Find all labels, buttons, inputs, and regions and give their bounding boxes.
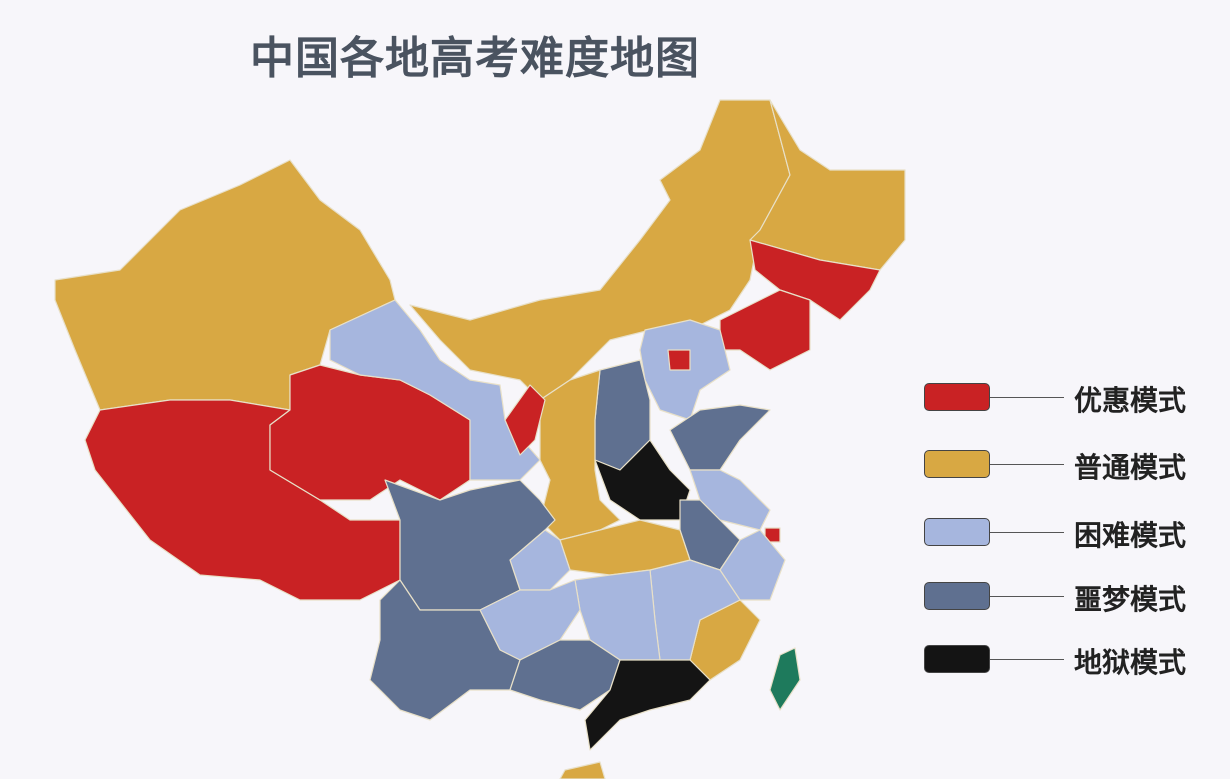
legend-label: 优惠模式 [1074, 384, 1187, 417]
legend-leader-line [990, 659, 1064, 660]
legend-leader-line [990, 464, 1064, 465]
region-jilin [749, 239, 881, 321]
region-taiwan [769, 647, 801, 711]
region-hainan [559, 761, 606, 779]
legend-swatch [924, 450, 990, 478]
region-heilongjiang [749, 99, 906, 271]
legend-item: 困难模式 [924, 518, 1224, 552]
legend-label: 普通模式 [1074, 451, 1187, 484]
legend-item: 优惠模式 [924, 383, 1224, 417]
region-beijing [667, 349, 691, 371]
legend-label: 噩梦模式 [1074, 583, 1187, 616]
map-title: 中国各地高考难度地图 [250, 33, 700, 84]
region-ningxia [504, 384, 546, 456]
legend-label: 困难模式 [1074, 519, 1187, 552]
legend-leader-line [990, 532, 1064, 533]
legend-item: 噩梦模式 [924, 582, 1224, 616]
legend-swatch [924, 518, 990, 546]
legend-leader-line [990, 397, 1064, 398]
legend-item: 普通模式 [924, 450, 1224, 484]
legend-swatch [924, 383, 990, 411]
legend-swatch [924, 582, 990, 610]
legend-swatch [924, 645, 990, 673]
region-henan [594, 439, 691, 521]
region-shaanxi [539, 369, 621, 541]
legend-item: 地狱模式 [924, 645, 1224, 679]
legend-label: 地狱模式 [1074, 646, 1187, 679]
region-inner-mongolia [409, 99, 791, 401]
region-hubei [559, 519, 691, 576]
legend-leader-line [990, 596, 1064, 597]
region-guangdong [584, 659, 711, 751]
